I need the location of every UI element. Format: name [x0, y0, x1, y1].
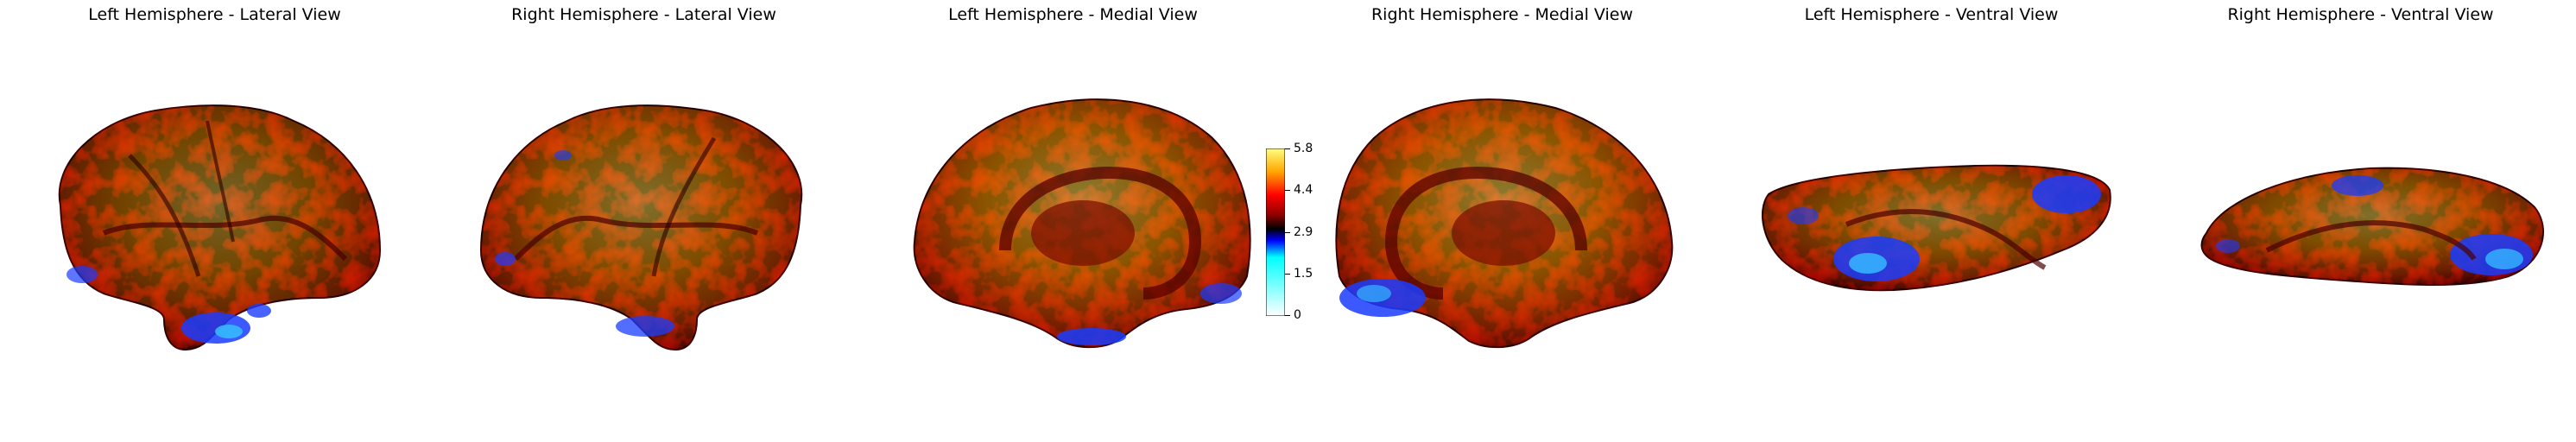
- colorbar-tick: [1285, 190, 1290, 191]
- panel-title: Left Hemisphere - Ventral View: [1804, 5, 2059, 24]
- colorbar-label: 1.5: [1294, 267, 1313, 281]
- brain-surface-right-lateral: [479, 104, 803, 351]
- colorbar-label: 4.4: [1294, 183, 1313, 197]
- brain-surface-left-lateral: [58, 104, 382, 351]
- colorbar-gradient: [1266, 148, 1285, 316]
- panel-title: Right Hemisphere - Ventral View: [2227, 5, 2494, 24]
- colorbar-tick: [1285, 315, 1290, 316]
- panel-left-ventral: Left Hemisphere - Ventral View: [1717, 0, 2146, 442]
- colorbar-label-min: 0: [1294, 308, 1301, 322]
- colorbar-label: 2.9: [1294, 225, 1313, 239]
- panel-title: Left Hemisphere - Medial View: [948, 5, 1198, 24]
- panel-title: Right Hemisphere - Lateral View: [511, 5, 776, 24]
- panel-title: Right Hemisphere - Medial View: [1370, 5, 1634, 24]
- panel-title: Left Hemisphere - Lateral View: [88, 5, 341, 24]
- panel-right-ventral: Right Hemisphere - Ventral View: [2146, 0, 2575, 442]
- panel-left-medial: Left Hemisphere - Medial View: [858, 0, 1288, 442]
- brain-surface-right-medial: [1335, 98, 1674, 349]
- brain-surface-right-ventral: [2200, 167, 2544, 286]
- colorbar-tick: [1285, 148, 1290, 149]
- colorbar-label-max: 5.8: [1294, 142, 1313, 155]
- brain-surface-left-medial: [913, 98, 1251, 349]
- colorbar-tick: [1285, 232, 1290, 233]
- panel-left-lateral: Left Hemisphere - Lateral View: [0, 0, 429, 442]
- brain-surface-left-ventral: [1761, 164, 2111, 292]
- panel-right-lateral: Right Hemisphere - Lateral View: [429, 0, 858, 442]
- panel-right-medial: Right Hemisphere - Medial View: [1288, 0, 1717, 442]
- colorbar-tick: [1285, 274, 1290, 275]
